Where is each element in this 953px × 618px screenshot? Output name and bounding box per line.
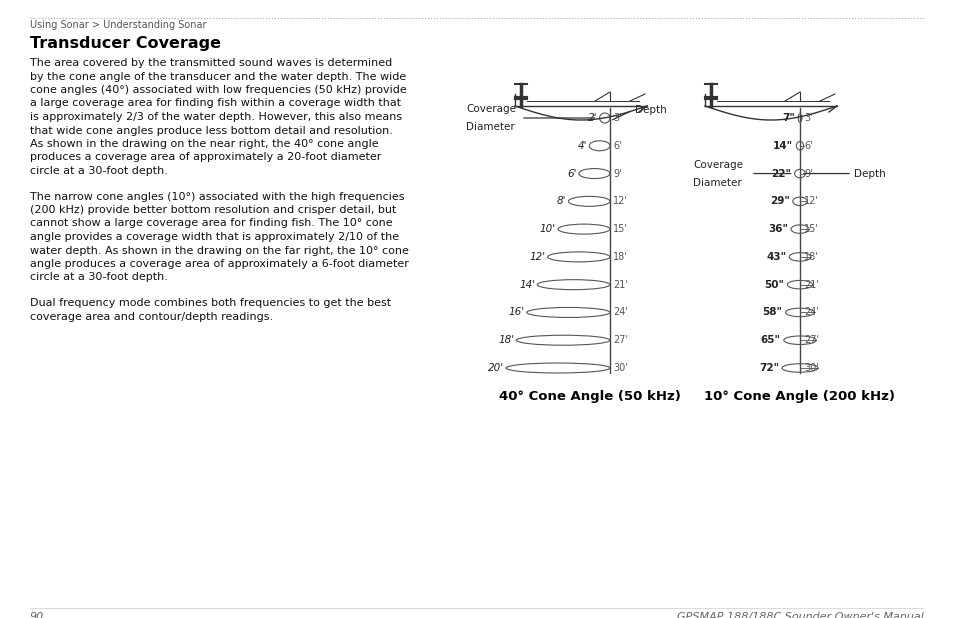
Text: is approximately 2/3 of the water depth. However, this also means: is approximately 2/3 of the water depth.… — [30, 112, 402, 122]
Text: Depth: Depth — [635, 105, 666, 115]
Text: that wide cone angles produce less bottom detail and resolution.: that wide cone angles produce less botto… — [30, 125, 393, 135]
Text: 18': 18' — [497, 335, 514, 345]
Text: 18': 18' — [803, 252, 818, 262]
Text: 24': 24' — [613, 307, 627, 318]
Text: 16': 16' — [508, 307, 524, 318]
Text: a large coverage area for finding fish within a coverage width that: a large coverage area for finding fish w… — [30, 98, 400, 109]
Text: 10° Cone Angle (200 kHz): 10° Cone Angle (200 kHz) — [703, 390, 895, 403]
Text: 6': 6' — [567, 169, 577, 179]
Text: Coverage: Coverage — [465, 104, 516, 114]
Text: 12': 12' — [613, 197, 627, 206]
Text: 21': 21' — [803, 280, 818, 290]
Text: 40° Cone Angle (50 kHz): 40° Cone Angle (50 kHz) — [498, 390, 680, 403]
Text: 3': 3' — [613, 113, 621, 123]
Text: Transducer Coverage: Transducer Coverage — [30, 36, 221, 51]
Text: 2': 2' — [587, 113, 597, 123]
Text: 24': 24' — [803, 307, 818, 318]
Text: coverage area and contour/depth readings.: coverage area and contour/depth readings… — [30, 311, 273, 321]
Text: Diameter: Diameter — [692, 177, 741, 187]
Text: Depth: Depth — [853, 169, 884, 179]
Text: 90: 90 — [30, 612, 44, 618]
Text: cannot show a large coverage area for finding fish. The 10° cone: cannot show a large coverage area for fi… — [30, 219, 393, 229]
Text: 36": 36" — [767, 224, 787, 234]
Text: 6': 6' — [613, 141, 621, 151]
Text: cone angles (40°) associated with low frequencies (50 kHz) provide: cone angles (40°) associated with low fr… — [30, 85, 406, 95]
Text: Dual frequency mode combines both frequencies to get the best: Dual frequency mode combines both freque… — [30, 298, 391, 308]
Text: produces a coverage area of approximately a 20-foot diameter: produces a coverage area of approximatel… — [30, 153, 381, 163]
Text: 10': 10' — [539, 224, 556, 234]
Text: 3': 3' — [803, 113, 812, 123]
Text: The narrow cone angles (10°) associated with the high frequencies: The narrow cone angles (10°) associated … — [30, 192, 404, 201]
Text: 9': 9' — [613, 169, 621, 179]
Text: 8': 8' — [557, 197, 566, 206]
Text: 72": 72" — [758, 363, 779, 373]
Text: circle at a 30-foot depth.: circle at a 30-foot depth. — [30, 166, 168, 176]
Text: Using Sonar > Understanding Sonar: Using Sonar > Understanding Sonar — [30, 20, 206, 30]
Text: 30': 30' — [803, 363, 818, 373]
Text: water depth. As shown in the drawing on the far right, the 10° cone: water depth. As shown in the drawing on … — [30, 245, 409, 255]
Text: 4': 4' — [578, 141, 587, 151]
Text: circle at a 30-foot depth.: circle at a 30-foot depth. — [30, 273, 168, 282]
Text: Diameter: Diameter — [465, 122, 515, 132]
Text: (200 kHz) provide better bottom resolution and crisper detail, but: (200 kHz) provide better bottom resoluti… — [30, 205, 395, 215]
Text: 12': 12' — [803, 197, 818, 206]
Text: by the cone angle of the transducer and the water depth. The wide: by the cone angle of the transducer and … — [30, 72, 406, 82]
Text: 50": 50" — [763, 280, 783, 290]
Text: 58": 58" — [761, 307, 781, 318]
Text: 6': 6' — [803, 141, 812, 151]
Text: GPSMAP 188/188C Sounder Owner's Manual: GPSMAP 188/188C Sounder Owner's Manual — [677, 612, 923, 618]
Text: angle produces a coverage area of approximately a 6-foot diameter: angle produces a coverage area of approx… — [30, 259, 409, 269]
Text: Coverage: Coverage — [692, 159, 742, 169]
Text: 18': 18' — [613, 252, 627, 262]
Text: 14': 14' — [518, 280, 535, 290]
Text: 27': 27' — [613, 335, 627, 345]
Text: 7": 7" — [781, 113, 795, 123]
Text: 29": 29" — [769, 197, 789, 206]
Text: 12': 12' — [529, 252, 545, 262]
Text: 15': 15' — [613, 224, 627, 234]
Text: 27': 27' — [803, 335, 818, 345]
Text: 65": 65" — [760, 335, 780, 345]
Text: 9': 9' — [803, 169, 812, 179]
Text: 15': 15' — [803, 224, 818, 234]
Text: The area covered by the transmitted sound waves is determined: The area covered by the transmitted soun… — [30, 58, 392, 68]
Text: As shown in the drawing on the near right, the 40° cone angle: As shown in the drawing on the near righ… — [30, 139, 378, 149]
Text: 30': 30' — [613, 363, 627, 373]
Text: 22": 22" — [771, 169, 791, 179]
Text: 21': 21' — [613, 280, 627, 290]
Text: 20': 20' — [487, 363, 503, 373]
Text: 43": 43" — [765, 252, 785, 262]
Text: angle provides a coverage width that is approximately 2/10 of the: angle provides a coverage width that is … — [30, 232, 398, 242]
Text: 14": 14" — [773, 141, 793, 151]
